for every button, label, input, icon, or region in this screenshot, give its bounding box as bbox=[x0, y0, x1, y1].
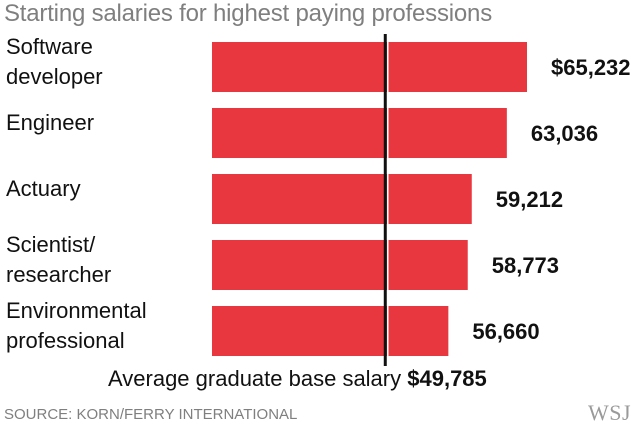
value-label: $65,232 bbox=[551, 55, 631, 80]
category-label: Scientist/researcher bbox=[6, 232, 111, 287]
value-label: 59,212 bbox=[496, 187, 563, 212]
bar bbox=[212, 174, 472, 224]
average-caption: Average graduate base salary $49,785 bbox=[108, 366, 487, 392]
value-label: 63,036 bbox=[531, 121, 598, 146]
bar bbox=[212, 42, 527, 92]
average-value: $49,785 bbox=[407, 366, 487, 391]
category-label: Software developer bbox=[6, 34, 103, 89]
bar bbox=[212, 240, 468, 290]
source-note: SOURCE: KORN/FERRY INTERNATIONAL bbox=[4, 406, 298, 423]
wsj-logo: WSJ bbox=[587, 400, 631, 425]
average-label: Average graduate base salary bbox=[108, 366, 402, 391]
value-label: 56,660 bbox=[472, 319, 539, 344]
bar bbox=[212, 306, 449, 356]
category-label: Engineer bbox=[6, 110, 94, 135]
category-label: Actuary bbox=[6, 176, 81, 201]
value-label: 58,773 bbox=[492, 253, 559, 278]
bar bbox=[212, 108, 507, 158]
chart-title: Starting salaries for highest paying pro… bbox=[4, 0, 493, 27]
category-label: Environmental professional bbox=[6, 298, 147, 353]
